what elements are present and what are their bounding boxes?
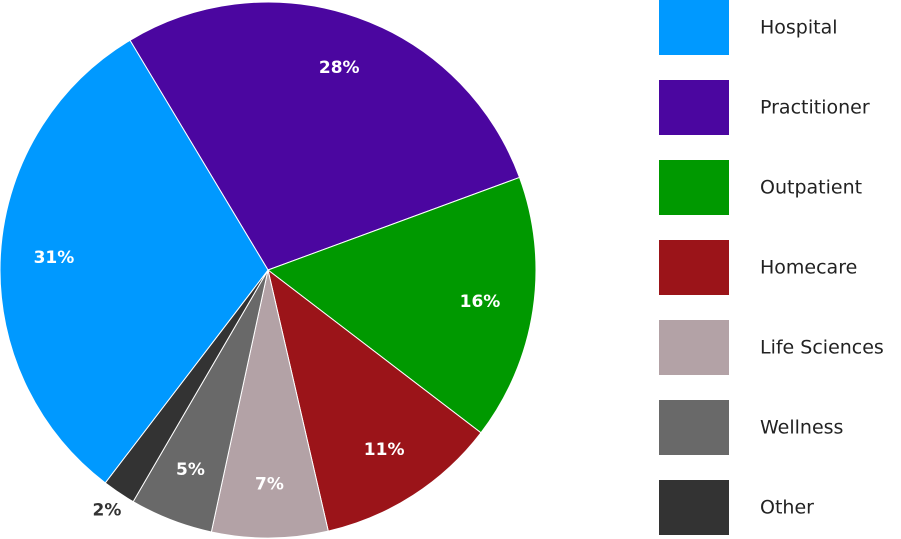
legend-swatch bbox=[659, 160, 729, 215]
legend-swatch bbox=[659, 80, 729, 135]
data-label: 11% bbox=[364, 440, 405, 460]
legend-label: Outpatient bbox=[760, 177, 862, 199]
legend-swatch bbox=[659, 240, 729, 295]
pie-slice bbox=[0, 39, 269, 484]
data-label: 5% bbox=[176, 460, 205, 480]
legend-swatch bbox=[659, 320, 729, 375]
legend-label: Wellness bbox=[760, 417, 843, 439]
pie-slice bbox=[266, 176, 537, 434]
pie-slice bbox=[129, 1, 521, 271]
legend-label: Life Sciences bbox=[760, 337, 884, 359]
legend-label: Homecare bbox=[760, 257, 857, 279]
legend-swatch bbox=[659, 0, 729, 55]
legend-label: Practitioner bbox=[760, 97, 870, 119]
legend-swatch bbox=[659, 480, 729, 535]
data-label: 31% bbox=[34, 248, 75, 268]
legend-label: Other bbox=[760, 497, 814, 519]
data-label: 2% bbox=[93, 501, 122, 521]
legend-label: Hospital bbox=[760, 17, 838, 39]
data-label: 16% bbox=[460, 292, 501, 312]
data-label: 7% bbox=[255, 474, 284, 494]
legend-swatch bbox=[659, 400, 729, 455]
pie-slice bbox=[210, 269, 329, 539]
pie-slice bbox=[267, 268, 482, 532]
data-label: 28% bbox=[319, 58, 360, 78]
